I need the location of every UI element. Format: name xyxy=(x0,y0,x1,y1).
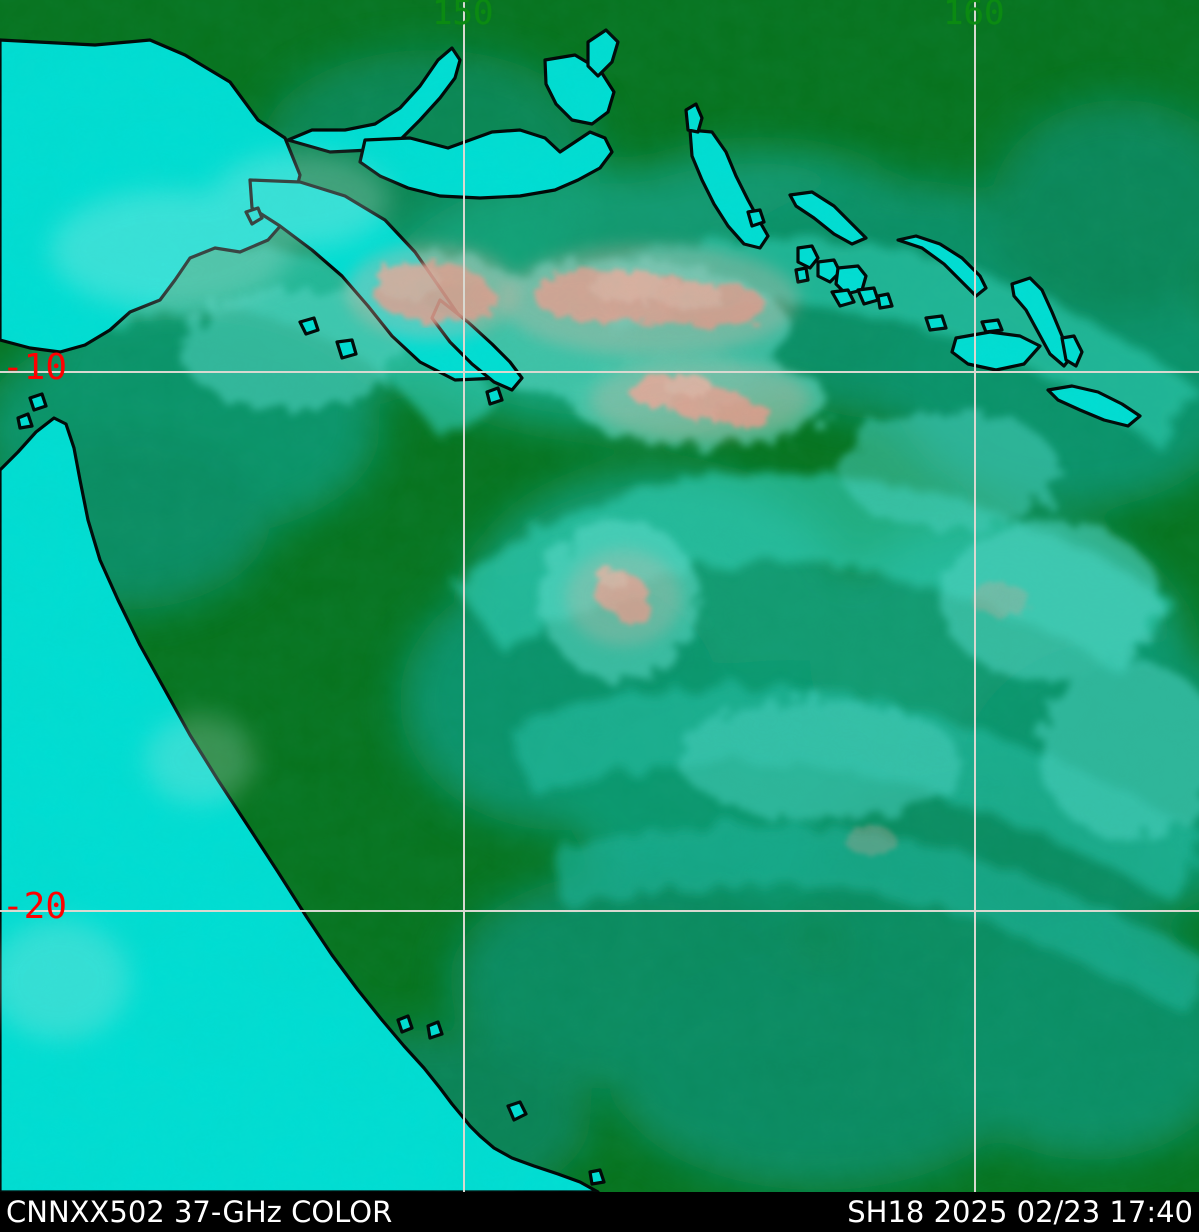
product-title-label: CNNXX502 37-GHz COLOR xyxy=(6,1194,393,1229)
satellite-raster xyxy=(0,0,1199,1192)
longitude-label-160: 160 xyxy=(943,0,1005,33)
caption-bar: CNNXX502 37-GHz COLOR SH18 2025 02/23 17… xyxy=(0,1192,1199,1232)
latitude-label-minus10: -10 xyxy=(2,347,68,388)
longitude-label-150: 150 xyxy=(432,0,494,33)
latitude-label-minus20: -20 xyxy=(2,886,68,927)
storm-timestamp-label: SH18 2025 02/23 17:40 xyxy=(847,1194,1193,1229)
satellite-image-panel: 150 160 -10 -20 xyxy=(0,0,1199,1192)
